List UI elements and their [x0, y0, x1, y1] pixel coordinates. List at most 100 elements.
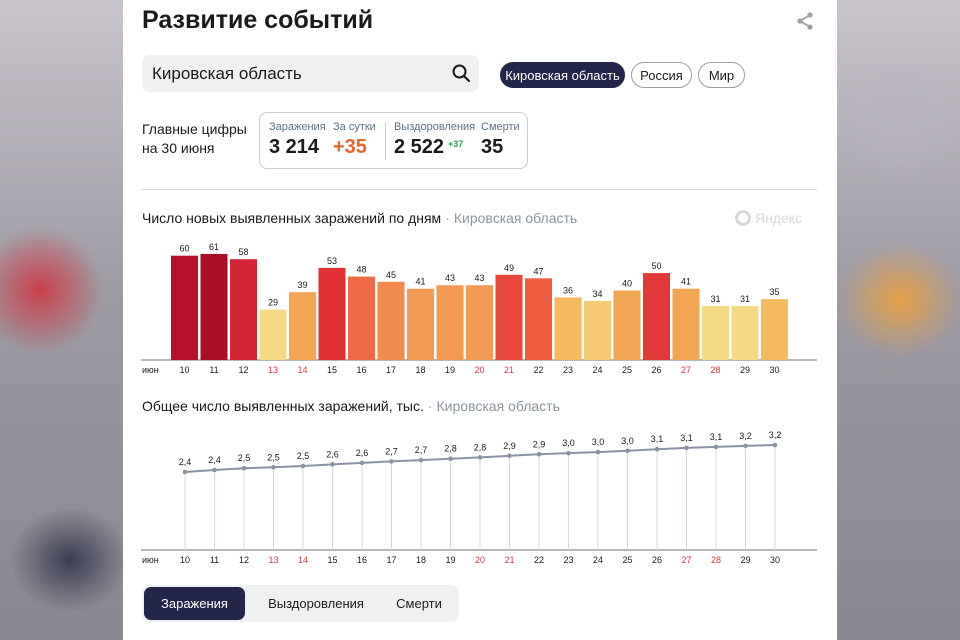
line-x-tick-label: 20	[475, 555, 485, 565]
bar-value-label: 36	[563, 285, 573, 295]
bar	[613, 290, 641, 360]
search-icon[interactable]	[451, 63, 471, 83]
line-point	[713, 444, 719, 450]
bar-x-tick-label: 19	[445, 365, 455, 375]
bar	[407, 288, 434, 360]
bar-x-tick-label: 10	[179, 365, 189, 375]
bar-chart-x-prefix: июн	[142, 365, 159, 375]
line-point	[212, 467, 217, 473]
bar	[584, 300, 611, 360]
line-x-tick-label: 26	[652, 555, 662, 565]
bar-value-label: 43	[474, 273, 484, 283]
bar-x-tick-label: 28	[710, 365, 720, 375]
line-value-label: 3,1	[710, 432, 723, 442]
line-value-label: 2,7	[385, 446, 398, 456]
tab-deaths[interactable]: Смерти	[396, 596, 442, 611]
total-chart-title: Общее число выявленных заражений, тыс. · К…	[142, 398, 560, 414]
line-value-label: 2,8	[474, 442, 487, 452]
region-button-russia[interactable]: Россия	[631, 62, 692, 88]
bar-x-tick-label: 14	[297, 365, 307, 375]
bar-value-label: 53	[327, 256, 337, 266]
line-x-tick-label: 29	[740, 555, 750, 565]
line-value-label: 3,2	[769, 430, 782, 440]
bar-value-label: 29	[268, 298, 278, 308]
metric-tabs: Заражения Выздоровления Смерти	[142, 585, 459, 622]
line-x-tick-label: 22	[534, 555, 544, 565]
line-point	[536, 451, 542, 457]
bar-x-tick-label: 27	[681, 365, 691, 375]
bar-x-tick-label: 13	[268, 365, 278, 375]
infections-label: Заражения	[269, 121, 326, 133]
bar-x-tick-label: 25	[622, 365, 632, 375]
region-search-input[interactable]: Кировская область	[142, 55, 479, 92]
bar	[348, 276, 375, 360]
bar-x-tick-label: 17	[386, 365, 396, 375]
line-point	[359, 460, 365, 466]
daily-infections-bar-chart: июн 60 10 61 11 58 12 29 13 39 14 53 15 48 16 45 17 41 18 4…	[141, 242, 817, 375]
line-value-label: 2,5	[297, 451, 310, 461]
deaths-label: Смерти	[481, 121, 520, 133]
bar-value-label: 31	[740, 294, 750, 304]
bar-value-label: 58	[238, 247, 248, 257]
recovered-delta: +37	[448, 139, 464, 149]
line-value-label: 2,6	[356, 448, 369, 458]
bar-value-label: 40	[622, 278, 632, 288]
bar-value-label: 61	[209, 242, 219, 252]
line-chart-x-prefix: июн	[142, 555, 159, 565]
bar-value-label: 41	[415, 277, 425, 287]
region-button-kirov[interactable]: Кировская область	[500, 62, 625, 88]
bar-x-tick-label: 21	[504, 365, 514, 375]
bar-x-tick-label: 26	[651, 365, 661, 375]
line-x-tick-label: 21	[504, 555, 514, 565]
bar	[731, 306, 759, 360]
bar-x-tick-label: 22	[533, 365, 543, 375]
tab-recoveries[interactable]: Выздоровления	[268, 596, 364, 611]
tab-infections[interactable]: Заражения	[144, 587, 245, 620]
bar	[525, 278, 552, 360]
line-point	[300, 463, 306, 469]
line-point	[772, 442, 778, 448]
line-x-tick-label: 13	[268, 555, 278, 565]
bar	[761, 299, 788, 360]
line-point	[182, 469, 188, 475]
total-infections-line-chart: июн 2,4 10 2,4 11 2,5 12 2,5 13 2,5 14 2,6 15 2,6 16 2,…	[141, 430, 817, 565]
per-day-value: +35	[333, 136, 367, 158]
bar-value-label: 48	[356, 265, 366, 275]
bar	[643, 273, 670, 360]
bar	[672, 288, 700, 360]
line-value-label: 2,5	[238, 453, 251, 463]
line-point	[389, 459, 394, 464]
line-value-label: 2,8	[444, 444, 457, 454]
bar	[230, 259, 257, 360]
bar-value-label: 45	[386, 270, 396, 280]
bar-value-label: 34	[592, 289, 602, 299]
daily-chart-region: Кировская область	[453, 210, 578, 226]
share-icon[interactable]	[795, 11, 815, 31]
yandex-logo-icon	[735, 210, 751, 226]
line-x-tick-label: 12	[239, 555, 249, 565]
line-value-label: 3,2	[739, 431, 752, 441]
bar-value-label: 41	[681, 277, 691, 287]
bar	[702, 306, 729, 360]
bar	[436, 285, 464, 360]
bar-value-label: 49	[504, 263, 514, 273]
yandex-watermark: Яндекс	[735, 210, 802, 226]
region-button-world[interactable]: Мир	[698, 62, 745, 88]
summary-label: Главные цифры на 30 июня	[142, 120, 262, 158]
line-value-label: 3,1	[651, 434, 664, 444]
line-point	[477, 455, 483, 460]
bar-value-label: 31	[710, 294, 720, 304]
line-value-label: 2,5	[267, 452, 280, 462]
total-chart-region: Кировская область	[436, 398, 560, 414]
stats-card: Развитие событий Кировская область Киров…	[123, 0, 837, 640]
bar	[466, 285, 493, 360]
bar	[259, 309, 287, 360]
line-value-label: 3,1	[680, 433, 693, 443]
line-x-tick-label: 15	[327, 555, 337, 565]
line-point	[684, 445, 689, 451]
summary-label-date: на 30 июня	[142, 140, 215, 156]
bar-value-label: 35	[769, 287, 779, 297]
line-point	[418, 457, 424, 463]
line-x-tick-label: 16	[357, 555, 367, 565]
recovered-value: 2 522	[394, 136, 445, 158]
